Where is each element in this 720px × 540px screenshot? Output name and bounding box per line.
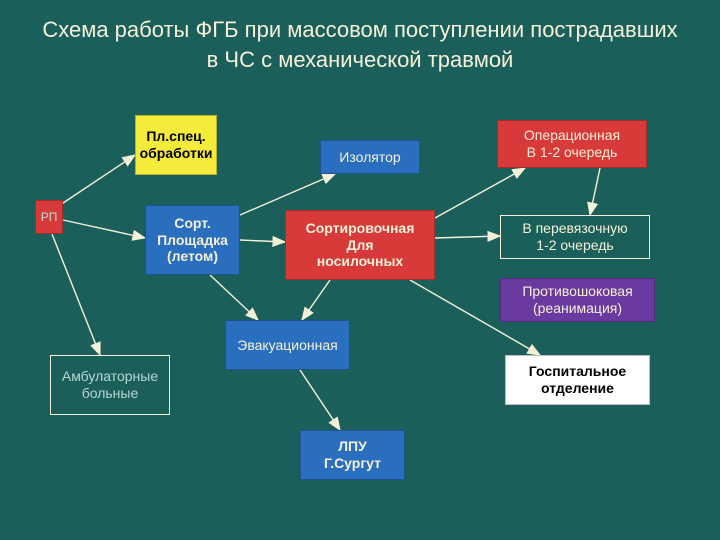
node-spec: Пл.спец. обработки bbox=[135, 115, 217, 175]
node-shock: Противошоковая (реанимация) bbox=[500, 278, 655, 322]
edge-sort-sortn bbox=[240, 240, 285, 242]
node-sortn: Сортировочная Для носилочных bbox=[285, 210, 435, 280]
edge-sort-izol bbox=[240, 174, 335, 215]
node-evak: Эвакуационная bbox=[225, 320, 350, 370]
node-sort: Сорт. Площадка (летом) bbox=[145, 205, 240, 275]
node-izol: Изолятор bbox=[320, 140, 420, 174]
edge-sort-evak bbox=[210, 275, 258, 320]
edge-rp-spec bbox=[60, 155, 135, 205]
edge-rp-ambu bbox=[52, 234, 100, 355]
node-oper: Операционная В 1-2 очередь bbox=[497, 120, 647, 168]
edge-oper-perev bbox=[590, 168, 600, 215]
node-lpu: ЛПУ Г.Сургут bbox=[300, 430, 405, 480]
edge-sortn-perev bbox=[435, 236, 500, 238]
page-title: Схема работы ФГБ при массовом поступлени… bbox=[40, 15, 680, 74]
node-ambu: Амбулаторные больные bbox=[50, 355, 170, 415]
edge-rp-sort bbox=[63, 220, 145, 238]
node-perev: В перевязочную 1-2 очередь bbox=[500, 215, 650, 259]
edge-sortn-evak bbox=[302, 280, 330, 320]
node-gosp: Госпитальное отделение bbox=[505, 355, 650, 405]
edge-evak-lpu bbox=[300, 370, 340, 430]
edge-sortn-oper bbox=[435, 168, 525, 218]
node-rp: РП bbox=[35, 200, 63, 234]
